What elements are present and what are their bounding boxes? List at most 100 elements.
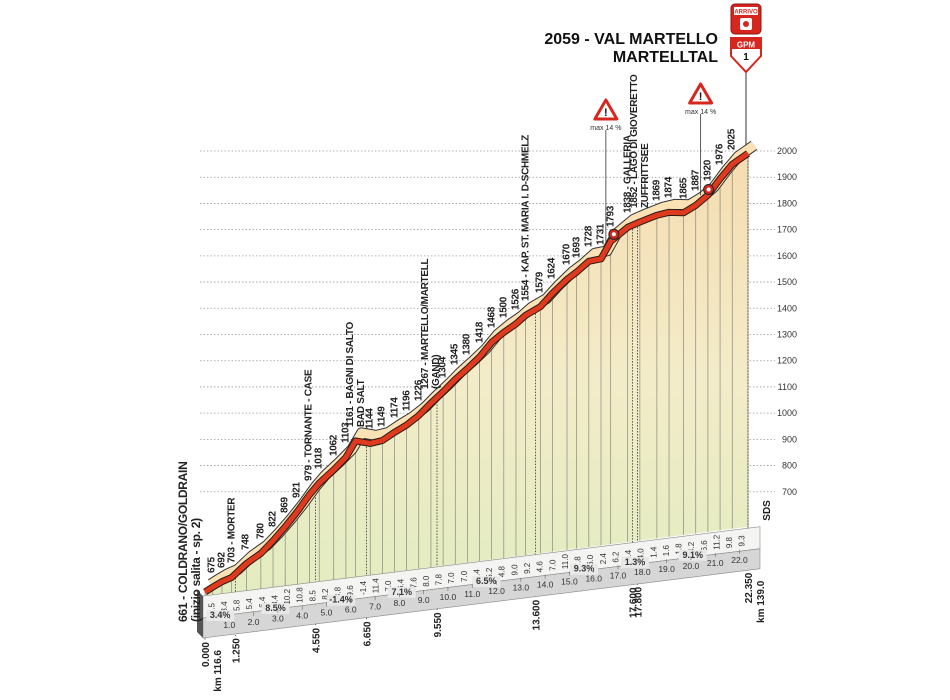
x-tick-label: 21.0 xyxy=(707,558,724,568)
km-gradient: 10.2 xyxy=(283,588,292,604)
segment-gradient-box xyxy=(206,610,235,622)
km-gradient: 7.6 xyxy=(409,577,418,589)
max-gradient-label: max 14 % xyxy=(590,125,621,132)
km-gradient: 6.2 xyxy=(611,551,620,563)
sds-label: SDS xyxy=(762,500,773,521)
km-marker-label: 13.600 xyxy=(531,599,542,630)
x-tick-label: 14.0 xyxy=(537,580,554,590)
waypoint-label: 1693 xyxy=(571,237,583,259)
climb-category: 1 xyxy=(743,52,749,63)
km-gradient: 1.6 xyxy=(662,545,671,557)
km-gradient: 4.6 xyxy=(536,561,545,573)
waypoint-label: 1144 xyxy=(364,408,376,430)
y-tick-label: 800 xyxy=(782,461,797,471)
waypoint-label: 1852 - LAGO DI GIOVERETTO ZUFFRITTSEE xyxy=(628,74,651,208)
km-gradient: 3.4 xyxy=(624,549,633,561)
y-tick-label: 1000 xyxy=(777,408,797,418)
x-tick-label: 15.0 xyxy=(561,577,578,587)
km-gradient: 9.6 xyxy=(346,585,355,597)
km-gradient: 9.3 xyxy=(738,535,747,547)
km-marker-label: 17.600 xyxy=(629,587,640,618)
y-tick-label: 1200 xyxy=(777,356,797,366)
km-gradient: 6.6 xyxy=(700,540,709,552)
km-gradient: 7.8 xyxy=(574,556,583,568)
segment-gradient: 6.5% xyxy=(476,576,497,586)
waypoint-label: 1920 xyxy=(702,160,714,182)
segment-gradient-box xyxy=(327,594,356,606)
km-gradient: 1.4 xyxy=(649,546,658,558)
chart-subtitle: MARTELLTAL xyxy=(613,49,718,66)
km-gradient: 9.8 xyxy=(725,536,734,548)
km-marker-label: 4.550 xyxy=(312,627,323,652)
x-tick-label: 19.0 xyxy=(658,564,675,574)
km-gradient: 4.8 xyxy=(498,565,507,577)
segment-gradient: 3.4% xyxy=(210,610,231,620)
climb-badge-band xyxy=(732,39,760,49)
waypoint-label: 1500 xyxy=(498,297,510,319)
waypoint-label: 1380 xyxy=(461,333,473,355)
y-tick-label: 700 xyxy=(782,487,797,497)
y-tick-label: 1500 xyxy=(777,277,797,287)
x-tick-label: 22.0 xyxy=(731,555,748,565)
km-gradient: 3.4 xyxy=(220,601,229,613)
km-gradient: 7.0 xyxy=(447,572,456,584)
km-gradient: 6.0 xyxy=(586,554,595,566)
y-tick-label: 1600 xyxy=(777,251,797,261)
km-gradient: 5.2 xyxy=(485,567,494,579)
segment-gradient-box xyxy=(261,603,290,615)
x-tick-label: 6.0 xyxy=(345,604,357,614)
waypoint-label: 1869 xyxy=(651,180,663,202)
km-marker-label: 9.550 xyxy=(433,612,444,637)
km-gradient: 8.4 xyxy=(270,594,279,606)
km-gradient: 4.2 xyxy=(687,541,696,553)
segment-gradient: 8.5% xyxy=(265,603,286,613)
x-tick-label: 11.0 xyxy=(464,589,480,599)
km-marker-label: 0.000 xyxy=(201,642,212,667)
waypoint-label: 1624 xyxy=(546,258,558,280)
warning-mark: ! xyxy=(604,107,608,119)
y-tick-label: 1700 xyxy=(777,225,797,235)
km-gradient: 10.8 xyxy=(296,587,305,603)
x-tick-label: 10.0 xyxy=(440,592,457,602)
x-tick-label: 20.0 xyxy=(683,561,700,571)
km-gradient: 5.4 xyxy=(245,598,254,610)
waypoint-label: 748 xyxy=(240,533,252,550)
km-gradient: 6.4 xyxy=(258,596,267,608)
chart-title: 2059 - VAL MARTELLO xyxy=(544,31,718,48)
km-gradient: 8.8 xyxy=(334,586,343,598)
waypoint-label: 780 xyxy=(255,523,267,540)
waypoint-label: 1728 xyxy=(583,226,595,248)
y-tick-label: 1300 xyxy=(777,330,797,340)
segment-gradient: 1.3% xyxy=(625,557,646,567)
segment-gradient: 7.1% xyxy=(392,587,413,597)
waypoint-label: 1018 xyxy=(313,448,325,470)
km-gradient: 8.2 xyxy=(321,588,330,600)
waypoint-label: 1865 xyxy=(678,177,690,199)
warning-triangle xyxy=(688,82,714,105)
waypoint-label: 1196 xyxy=(401,390,413,411)
km-gradient: 11.4 xyxy=(371,578,380,594)
waypoint-label: 1149 xyxy=(376,406,388,427)
warning-mark: ! xyxy=(699,91,703,103)
x-tick-label: 2.0 xyxy=(248,617,260,627)
x-tick-label: 12.0 xyxy=(488,586,505,596)
max-gradient-label: max 14 % xyxy=(685,109,716,116)
km-gradient: 6.4 xyxy=(473,569,482,581)
y-tick-label: 1900 xyxy=(777,172,797,182)
km-marker-label: 1.250 xyxy=(231,638,242,663)
waypoint-label: 1161 - BAGNI DI SALTO BAD SALT xyxy=(344,321,367,427)
segment-gradient-box xyxy=(621,557,650,569)
km-marker-label: 6.650 xyxy=(363,621,374,646)
y-tick-label: 1100 xyxy=(778,382,797,392)
x-tick-label: 9.0 xyxy=(418,595,430,605)
x-tick-label: 3.0 xyxy=(272,614,284,624)
waypoint-label: 1062 xyxy=(328,434,340,456)
km-gradient: 2.5 xyxy=(207,603,216,615)
x-tick-label: 4.0 xyxy=(296,611,308,621)
warning-triangle xyxy=(593,98,619,121)
start-label: 661 - COLDRANO/GOLDRAIN (inizio salita -… xyxy=(176,461,203,622)
km-gradient: 7.0 xyxy=(384,580,393,592)
finish-badge-inner xyxy=(734,7,758,15)
